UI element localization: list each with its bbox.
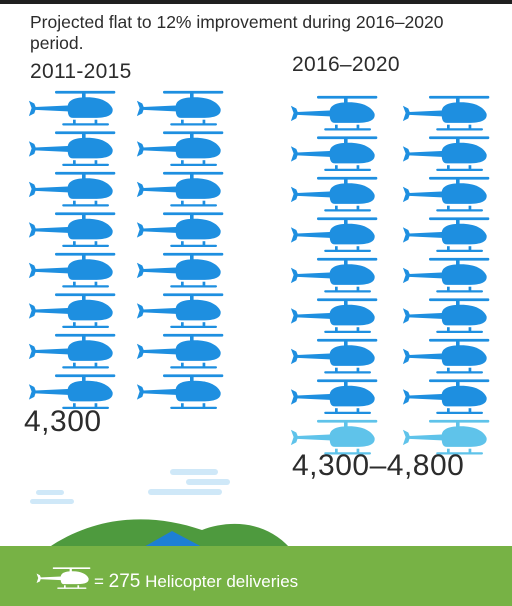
helicopter-icon (402, 95, 490, 131)
helicopter-icon (136, 293, 224, 328)
cloud-decoration (30, 469, 230, 504)
helicopter-icon (290, 298, 378, 333)
helicopter-icon (28, 212, 116, 247)
period-label-2011-2015: 2011-2015 (30, 60, 132, 83)
legend-equals: = (94, 572, 109, 591)
helicopter-icon (28, 374, 116, 409)
helicopter-icon (36, 566, 92, 590)
helicopter-icon (136, 252, 224, 288)
legend-value: 275 (108, 571, 141, 592)
helicopter-icon (136, 131, 224, 166)
chart-subtitle: Projected flat to 12% improvement during… (30, 12, 444, 53)
top-bar (0, 0, 512, 4)
helicopter-icon (28, 252, 116, 288)
helicopter-icon (290, 176, 378, 212)
helicopter-icon (28, 90, 116, 126)
total-2011-2015: 4,300 (24, 405, 102, 438)
helicopter-icon (136, 212, 224, 247)
helicopter-icon (136, 171, 224, 207)
helicopter-icon (402, 257, 490, 293)
helicopter-icon (402, 338, 490, 374)
helicopter-icon (402, 136, 490, 171)
helicopter-icon (136, 90, 224, 126)
helicopter-icon (290, 95, 378, 131)
helicopter-icon (402, 176, 490, 212)
period-label-2016-2020: 2016–2020 (292, 53, 400, 76)
legend-unit-text: Helicopter deliveries (140, 572, 299, 591)
helicopter-icon (402, 379, 490, 414)
helicopter-icon (28, 293, 116, 328)
helicopter-icon (28, 333, 116, 369)
helicopter-icon (290, 379, 378, 414)
helicopter-icon (402, 217, 490, 252)
helicopter-icon (28, 131, 116, 166)
helicopter-icon (28, 171, 116, 207)
total-2016-2020: 4,300–4,800 (292, 449, 465, 482)
helicopter-icon (136, 333, 224, 369)
helicopter-icon (136, 374, 224, 409)
helicopter-icon (290, 136, 378, 171)
hills-decoration (48, 519, 290, 548)
legend-label: = 275 Helicopter deliveries (94, 571, 298, 593)
helicopter-icon (290, 257, 378, 293)
helicopter-icon (290, 338, 378, 374)
helicopter-icon (290, 217, 378, 252)
helicopter-icon (402, 298, 490, 333)
icon-group-2011-2015 (28, 90, 224, 409)
icon-group-2016-2020 (290, 95, 490, 455)
